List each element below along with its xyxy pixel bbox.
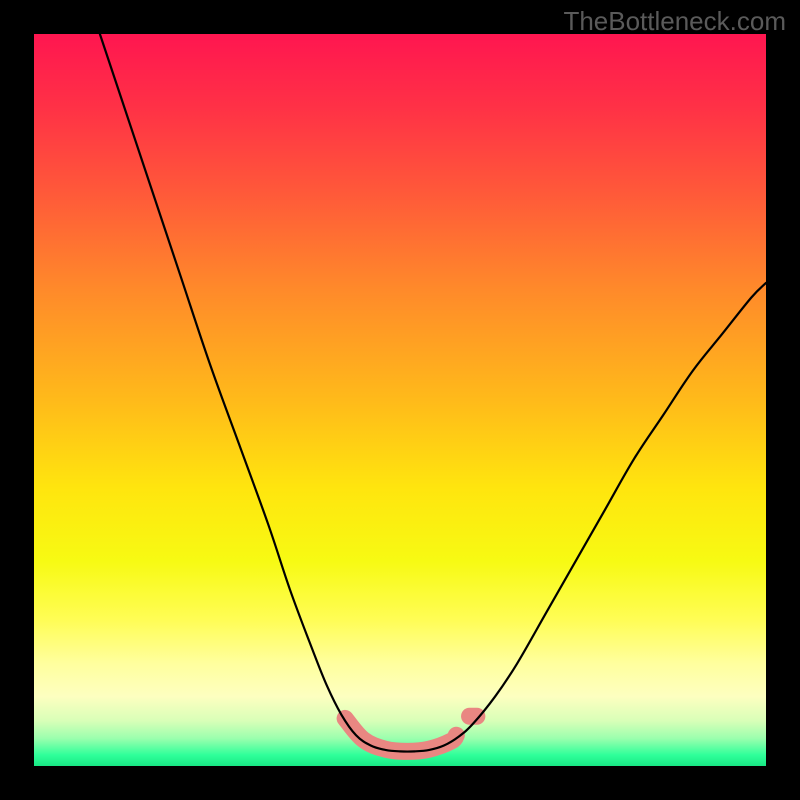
- chart-plot-area: [34, 34, 766, 766]
- watermark-text: TheBottleneck.com: [563, 6, 786, 37]
- bottleneck-chart: [0, 0, 800, 800]
